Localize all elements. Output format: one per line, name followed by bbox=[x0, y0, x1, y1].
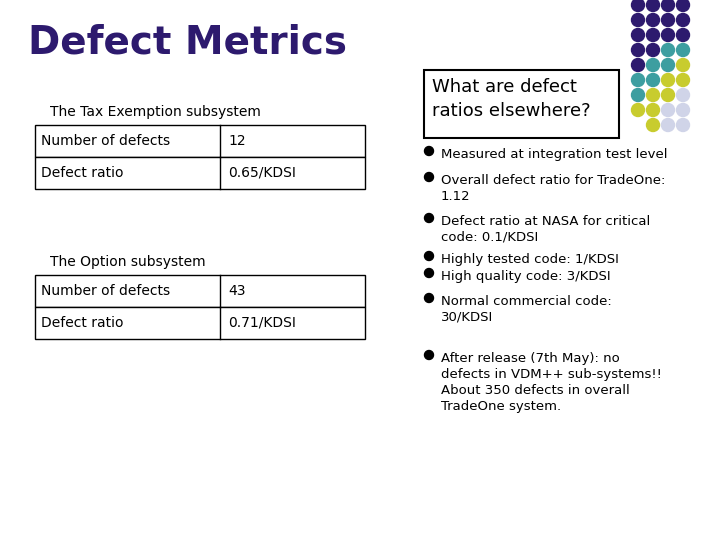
Circle shape bbox=[425, 252, 433, 260]
Circle shape bbox=[631, 104, 644, 117]
Circle shape bbox=[662, 58, 675, 71]
Circle shape bbox=[677, 14, 690, 26]
Circle shape bbox=[662, 89, 675, 102]
Circle shape bbox=[662, 29, 675, 42]
Circle shape bbox=[647, 44, 660, 57]
Circle shape bbox=[662, 73, 675, 86]
Circle shape bbox=[662, 0, 675, 11]
Text: 12: 12 bbox=[228, 134, 246, 148]
Circle shape bbox=[631, 0, 644, 11]
Text: The Option subsystem: The Option subsystem bbox=[50, 255, 206, 269]
FancyBboxPatch shape bbox=[35, 125, 365, 157]
Circle shape bbox=[677, 89, 690, 102]
Circle shape bbox=[677, 58, 690, 71]
Circle shape bbox=[647, 14, 660, 26]
Circle shape bbox=[647, 29, 660, 42]
FancyBboxPatch shape bbox=[35, 307, 365, 339]
Circle shape bbox=[647, 0, 660, 11]
Text: Defect ratio: Defect ratio bbox=[41, 166, 124, 180]
Text: Defect Metrics: Defect Metrics bbox=[28, 24, 347, 62]
Circle shape bbox=[425, 172, 433, 181]
Circle shape bbox=[677, 44, 690, 57]
Text: Highly tested code: 1/KDSI: Highly tested code: 1/KDSI bbox=[441, 253, 619, 266]
Circle shape bbox=[631, 89, 644, 102]
Circle shape bbox=[647, 118, 660, 132]
Text: Number of defects: Number of defects bbox=[41, 284, 170, 298]
FancyBboxPatch shape bbox=[35, 275, 365, 307]
Text: Normal commercial code:
30/KDSI: Normal commercial code: 30/KDSI bbox=[441, 295, 612, 324]
Circle shape bbox=[677, 104, 690, 117]
Text: 0.65/KDSI: 0.65/KDSI bbox=[228, 166, 296, 180]
Circle shape bbox=[677, 29, 690, 42]
Circle shape bbox=[425, 146, 433, 156]
Text: High quality code: 3/KDSI: High quality code: 3/KDSI bbox=[441, 270, 611, 283]
Circle shape bbox=[647, 58, 660, 71]
Text: 0.71/KDSI: 0.71/KDSI bbox=[228, 316, 296, 330]
Text: What are defect
ratios elsewhere?: What are defect ratios elsewhere? bbox=[432, 78, 590, 119]
Circle shape bbox=[631, 14, 644, 26]
Circle shape bbox=[662, 14, 675, 26]
Circle shape bbox=[631, 29, 644, 42]
Circle shape bbox=[647, 104, 660, 117]
Text: Defect ratio: Defect ratio bbox=[41, 316, 124, 330]
Circle shape bbox=[662, 118, 675, 132]
Circle shape bbox=[425, 213, 433, 222]
Text: 43: 43 bbox=[228, 284, 246, 298]
Circle shape bbox=[647, 73, 660, 86]
Circle shape bbox=[631, 73, 644, 86]
Circle shape bbox=[677, 73, 690, 86]
Circle shape bbox=[425, 294, 433, 302]
Circle shape bbox=[677, 118, 690, 132]
FancyBboxPatch shape bbox=[35, 157, 365, 189]
Circle shape bbox=[631, 44, 644, 57]
Text: After release (7th May): no
defects in VDM++ sub-systems!!
About 350 defects in : After release (7th May): no defects in V… bbox=[441, 352, 662, 413]
Circle shape bbox=[677, 0, 690, 11]
Circle shape bbox=[425, 268, 433, 278]
Circle shape bbox=[425, 350, 433, 360]
Text: Number of defects: Number of defects bbox=[41, 134, 170, 148]
Text: The Tax Exemption subsystem: The Tax Exemption subsystem bbox=[50, 105, 261, 119]
Circle shape bbox=[662, 104, 675, 117]
Text: Defect ratio at NASA for critical
code: 0.1/KDSI: Defect ratio at NASA for critical code: … bbox=[441, 215, 650, 244]
Circle shape bbox=[631, 58, 644, 71]
FancyBboxPatch shape bbox=[424, 70, 619, 138]
Text: Measured at integration test level: Measured at integration test level bbox=[441, 148, 667, 161]
Circle shape bbox=[647, 89, 660, 102]
Text: Overall defect ratio for TradeOne:
1.12: Overall defect ratio for TradeOne: 1.12 bbox=[441, 174, 665, 203]
Circle shape bbox=[662, 44, 675, 57]
